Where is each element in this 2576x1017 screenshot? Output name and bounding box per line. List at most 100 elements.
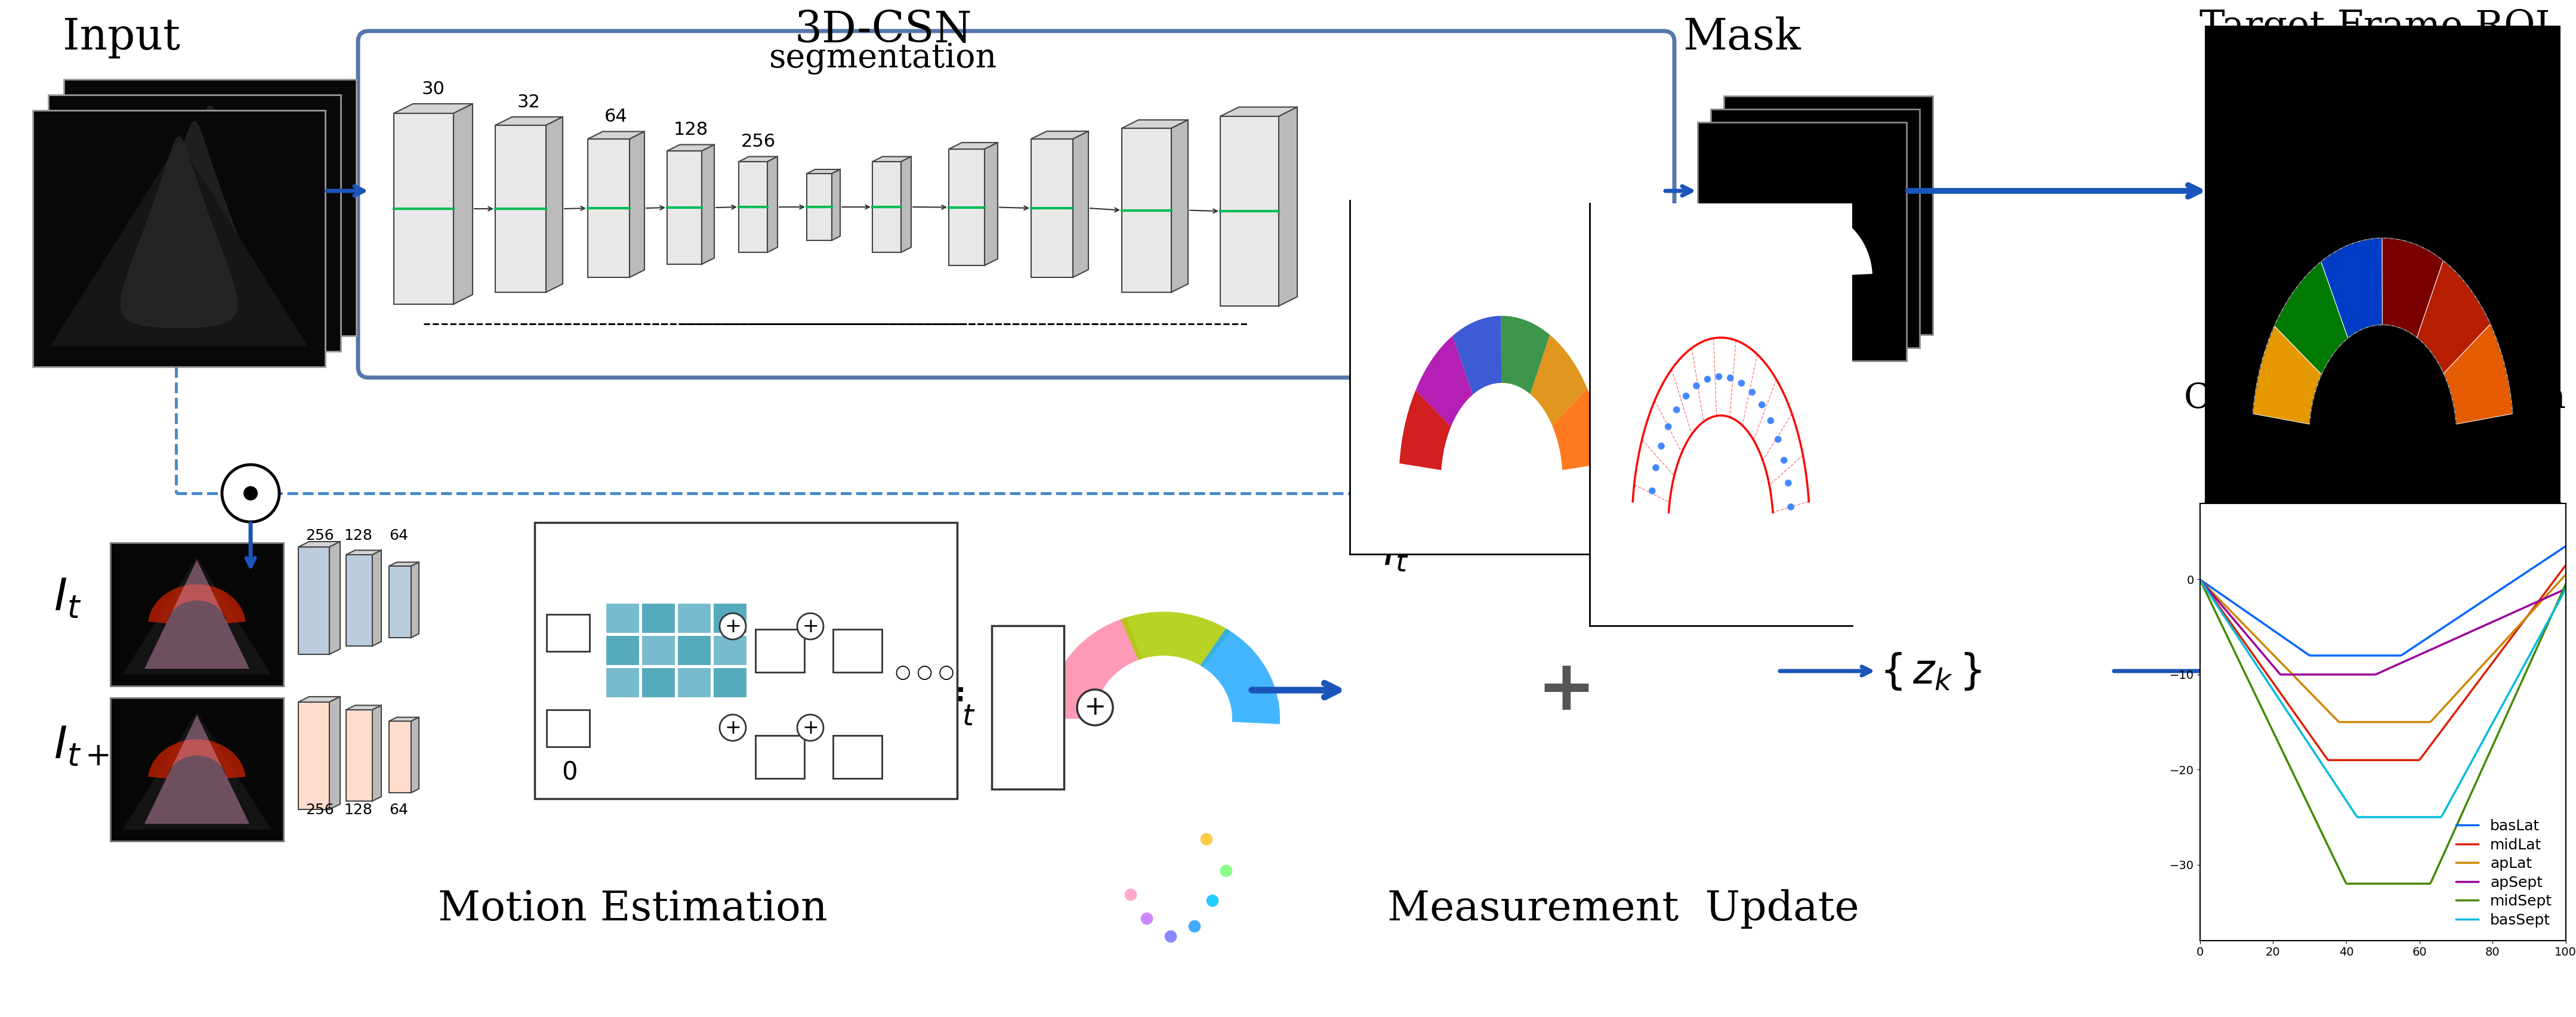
Polygon shape xyxy=(587,131,644,139)
basSept xyxy=(2403,811,2434,823)
Polygon shape xyxy=(1757,181,1899,249)
Point xyxy=(1185,831,1226,847)
Circle shape xyxy=(719,613,747,640)
midSept xyxy=(2403,878,2434,890)
Text: 256: 256 xyxy=(742,133,775,151)
Polygon shape xyxy=(667,144,714,151)
Text: $I_t$: $I_t$ xyxy=(54,577,82,620)
basLat xyxy=(2295,650,2326,662)
Polygon shape xyxy=(1048,617,1141,719)
Polygon shape xyxy=(149,584,245,623)
Circle shape xyxy=(1077,690,1113,725)
Polygon shape xyxy=(1121,612,1231,667)
FancyBboxPatch shape xyxy=(605,667,639,698)
Text: 128: 128 xyxy=(672,121,708,138)
Polygon shape xyxy=(67,126,322,331)
Point xyxy=(1631,483,1672,499)
Text: Motion Estimation: Motion Estimation xyxy=(438,889,827,929)
Text: 128: 128 xyxy=(343,529,374,543)
Polygon shape xyxy=(82,110,337,315)
Polygon shape xyxy=(1731,207,1873,276)
Point xyxy=(1741,397,1783,413)
apSept xyxy=(2494,608,2524,620)
FancyBboxPatch shape xyxy=(536,523,958,798)
apLat xyxy=(2403,716,2434,728)
midLat xyxy=(2403,754,2434,766)
Text: Input: Input xyxy=(62,16,180,58)
apLat xyxy=(2517,604,2548,616)
Title: Strain Curve: Strain Curve xyxy=(2264,464,2501,499)
Text: $I_{t+1}$: $I_{t+1}$ xyxy=(54,725,137,769)
Point xyxy=(1698,368,1739,384)
Polygon shape xyxy=(832,170,840,240)
Point xyxy=(1649,418,1690,434)
Circle shape xyxy=(245,486,258,500)
FancyBboxPatch shape xyxy=(714,603,747,634)
Line: apLat: apLat xyxy=(2200,575,2566,722)
Polygon shape xyxy=(495,117,562,125)
Point xyxy=(1749,413,1790,429)
Polygon shape xyxy=(345,550,381,554)
midSept xyxy=(2494,703,2524,715)
apSept xyxy=(2409,646,2439,658)
Polygon shape xyxy=(806,170,840,174)
Text: $\mathbf{f}_t$: $\mathbf{f}_t$ xyxy=(943,687,976,728)
Polygon shape xyxy=(546,117,562,292)
basLat xyxy=(2184,575,2215,587)
Text: Mask: Mask xyxy=(1682,16,1801,58)
Polygon shape xyxy=(345,706,381,710)
midSept xyxy=(2184,576,2215,588)
FancyBboxPatch shape xyxy=(1698,122,1906,361)
Polygon shape xyxy=(902,157,912,252)
Polygon shape xyxy=(1530,335,1587,426)
apSept xyxy=(2550,583,2576,595)
apLat xyxy=(2184,575,2215,587)
Polygon shape xyxy=(389,562,420,566)
Polygon shape xyxy=(1121,120,1188,128)
Polygon shape xyxy=(124,712,270,830)
Text: 0: 0 xyxy=(562,761,577,785)
Text: 128: 128 xyxy=(343,802,374,818)
Text: +: + xyxy=(724,616,742,637)
apLat xyxy=(2403,716,2434,728)
Polygon shape xyxy=(330,542,340,654)
Polygon shape xyxy=(394,104,471,113)
Polygon shape xyxy=(1072,131,1090,278)
Polygon shape xyxy=(412,717,420,792)
Point xyxy=(1721,375,1762,392)
FancyBboxPatch shape xyxy=(358,31,1674,377)
midLat xyxy=(2184,575,2215,587)
FancyBboxPatch shape xyxy=(641,603,675,634)
apLat xyxy=(2184,574,2215,586)
FancyBboxPatch shape xyxy=(677,636,711,666)
FancyBboxPatch shape xyxy=(1121,128,1172,292)
FancyBboxPatch shape xyxy=(677,667,711,698)
Polygon shape xyxy=(739,157,778,162)
midLat xyxy=(2184,574,2215,586)
apSept xyxy=(2184,575,2215,587)
Polygon shape xyxy=(374,550,381,646)
basSept xyxy=(2550,583,2576,595)
Polygon shape xyxy=(149,739,245,778)
FancyBboxPatch shape xyxy=(64,79,355,336)
apLat xyxy=(2550,569,2576,581)
FancyBboxPatch shape xyxy=(806,174,832,240)
midSept xyxy=(2550,578,2576,590)
Polygon shape xyxy=(144,715,250,824)
FancyBboxPatch shape xyxy=(389,721,412,792)
basLat xyxy=(2409,634,2439,646)
Text: $\{\, z_k \,\}$: $\{\, z_k \,\}$ xyxy=(1880,651,1981,692)
Polygon shape xyxy=(453,104,471,304)
FancyBboxPatch shape xyxy=(299,702,330,810)
Circle shape xyxy=(796,715,824,740)
midLat xyxy=(2313,754,2344,766)
basSept xyxy=(2342,811,2372,823)
Polygon shape xyxy=(1417,336,1473,427)
Polygon shape xyxy=(629,131,644,278)
Text: 64: 64 xyxy=(389,802,407,818)
Point xyxy=(1636,460,1677,476)
Polygon shape xyxy=(2275,261,2347,374)
Text: ○ ○ ○: ○ ○ ○ xyxy=(894,663,953,681)
Circle shape xyxy=(222,465,278,522)
midSept xyxy=(2184,574,2215,586)
